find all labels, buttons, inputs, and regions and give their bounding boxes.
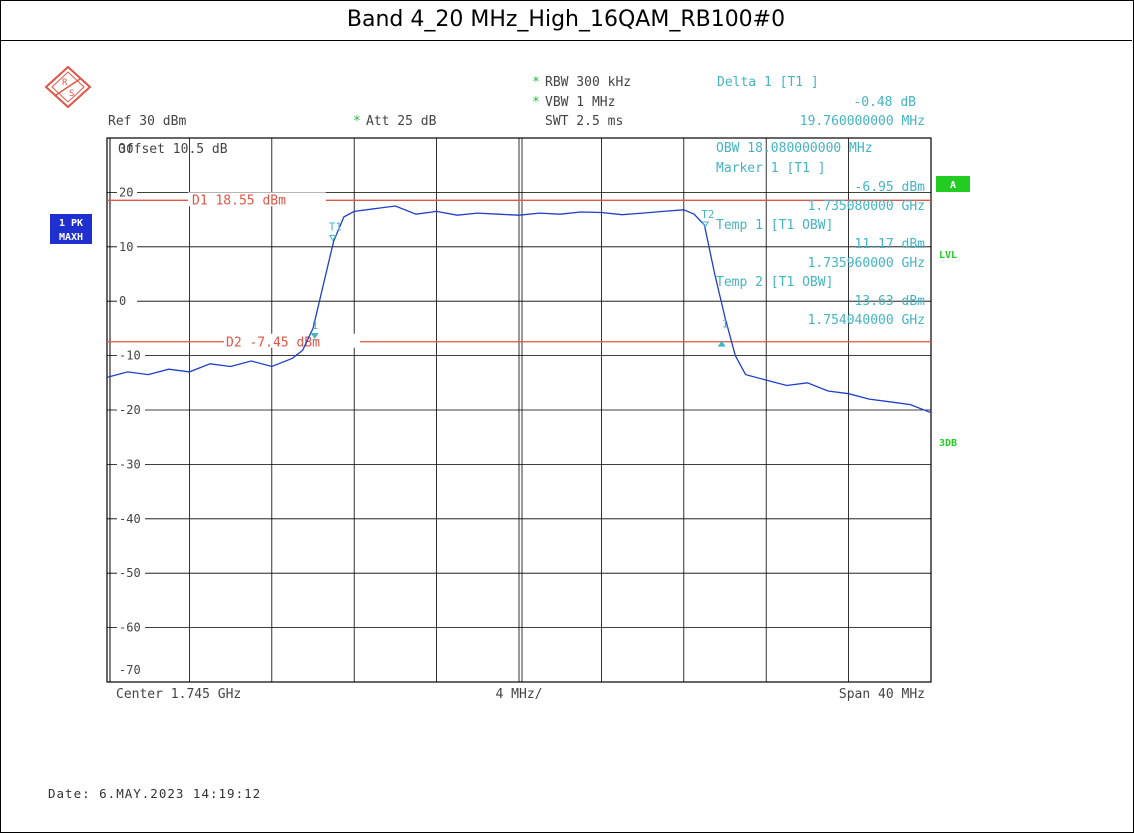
temp-2-icon: [701, 221, 710, 229]
y-tick-label: -30: [119, 457, 141, 471]
delta-freq: 19.760000000 MHz: [800, 114, 925, 129]
center-freq-label: Center 1.745 GHz: [116, 687, 241, 702]
title-row: Band 4_20 MHz_High_16QAM_RB100#0: [0, 0, 1132, 41]
svg-text:A: A: [950, 180, 956, 191]
vbw-label: VBW 1 MHz: [545, 95, 615, 110]
y-tick-label: 20: [119, 185, 133, 199]
marker1-title: Marker 1 [T1 ]: [716, 161, 826, 176]
y-tick-label: -70: [119, 663, 141, 677]
plot-area: 30 20 10 0 -10 -20 -30 -40 -50 -60 -70 D1 18.55 dB…: [106, 137, 932, 683]
delta-1-label: 1: [722, 318, 729, 331]
rbw-star: *: [532, 75, 540, 90]
y-tick-label: 0: [119, 294, 126, 308]
svg-text:S: S: [69, 89, 74, 99]
vbw-star: *: [532, 95, 540, 110]
rbw-label: RBW 300 kHz: [545, 75, 631, 90]
temp1-value: 11.17 dBm: [855, 237, 926, 252]
grid: [107, 138, 931, 682]
y-tick-label: -20: [119, 403, 141, 417]
trace-a-badge: A: [936, 176, 970, 192]
att-star: *: [353, 114, 361, 129]
d1-label: D1 18.55 dBm: [192, 193, 286, 208]
d2-label: D2 -7.45 dBm: [226, 336, 320, 351]
y-tick-label: -60: [119, 621, 141, 635]
d2-label-bg: [224, 333, 360, 348]
y-tick-label: -10: [119, 349, 141, 363]
y-tick-label: -50: [119, 566, 141, 580]
marker-1-icon: [310, 333, 319, 340]
marker1-value: -6.95 dBm: [855, 180, 926, 195]
marker-readout: OBW 18.080000000 MHz Marker 1 [T1 ] -6.9…: [716, 141, 925, 328]
obw-label: OBW 18.080000000 MHz: [716, 141, 873, 156]
temp2-freq: 1.754040000 GHz: [808, 313, 925, 328]
temp-1-label: T1: [329, 220, 342, 233]
marker-1-label: 1: [312, 319, 319, 332]
swt-label: SWT 2.5 ms: [545, 114, 623, 129]
svg-text:R: R: [62, 78, 68, 88]
temp-1-icon: [328, 234, 337, 242]
y-tick-label: 30: [119, 142, 133, 156]
delta-1-icon: [717, 340, 726, 347]
rs-logo-icon: R S: [44, 65, 92, 109]
delta-value: -0.48 dB: [853, 95, 916, 110]
3db-badge: 3DB: [939, 438, 957, 449]
svg-text:1 PK: 1 PK: [59, 218, 83, 229]
span-label: Span 40 MHz: [839, 687, 925, 702]
y-tick-labels: 30 20 10 0 -10 -20 -30 -40 -50 -60 -70: [117, 142, 145, 677]
temp2-title: Temp 2 [T1 OBW]: [716, 275, 833, 290]
y-tick-label: 10: [119, 240, 133, 254]
svg-text:MAXH: MAXH: [59, 232, 83, 243]
offset-label: Offset 10.5 dB: [118, 142, 228, 157]
att-label: Att 25 dB: [366, 114, 437, 129]
trace-mode-badge: 1 PK MAXH: [50, 214, 92, 244]
division-label: 4 MHz/: [496, 687, 543, 702]
delta-title: Delta 1 [T1 ]: [717, 75, 819, 90]
temp-2-label: T2: [701, 208, 714, 221]
date-label: Date: 6.MAY.2023 14:19:12: [48, 786, 262, 801]
y-tick-label: -40: [119, 512, 141, 526]
temp1-freq: 1.735960000 GHz: [808, 256, 925, 271]
temp2-value: 13.63 dBm: [855, 294, 926, 309]
page-title: Band 4_20 MHz_High_16QAM_RB100#0: [346, 7, 786, 32]
d1-label-bg: [188, 192, 326, 207]
display-lines: D1 18.55 dBm D2 -7.45 dBm: [107, 192, 931, 351]
trace-group: 1 T1 T2 1: [106, 205, 932, 414]
lvl-badge: LVL: [939, 250, 957, 261]
spectrum-trace: [106, 205, 932, 414]
temp1-title: Temp 1 [T1 OBW]: [716, 218, 833, 233]
ref-label: Ref 30 dBm: [108, 114, 186, 129]
marker1-freq: 1.735080000 GHz: [808, 199, 925, 214]
